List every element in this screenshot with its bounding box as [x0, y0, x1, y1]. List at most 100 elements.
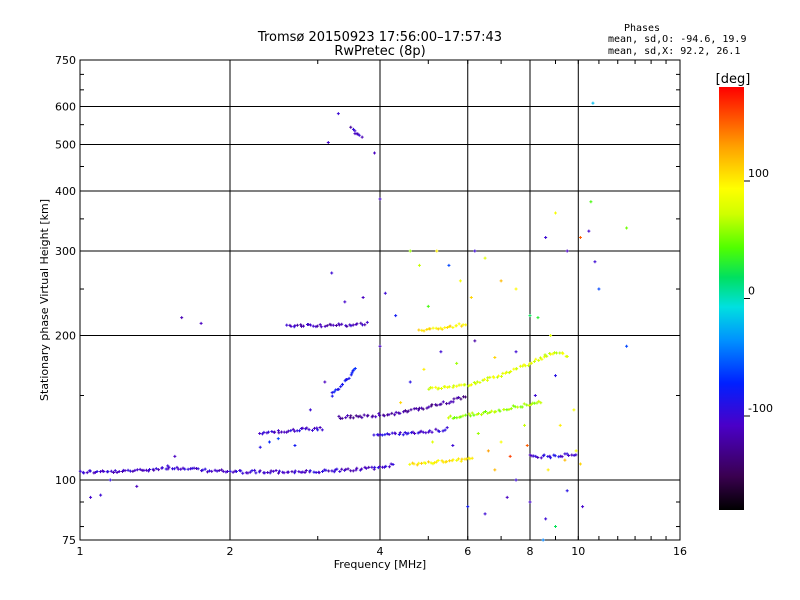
data-point: [528, 314, 532, 318]
data-point: [578, 236, 582, 240]
data-point: [415, 463, 419, 467]
data-point: [289, 324, 293, 328]
data-point: [486, 411, 490, 415]
data-point: [117, 470, 121, 474]
data-point: [417, 328, 421, 332]
data-point: [276, 437, 280, 441]
data-point: [502, 408, 506, 412]
data-point: [448, 414, 452, 418]
data-point: [428, 429, 432, 433]
data-point: [260, 432, 264, 436]
data-point: [508, 454, 512, 458]
data-point: [293, 324, 297, 328]
data-point: [514, 478, 518, 482]
data-point: [458, 279, 462, 283]
data-point: [435, 460, 439, 464]
data-point: [115, 470, 119, 474]
data-point: [93, 471, 97, 475]
data-point: [452, 384, 456, 388]
data-point: [133, 468, 137, 472]
data-point: [290, 470, 294, 474]
data-point: [543, 353, 547, 357]
data-point: [316, 428, 320, 432]
y-axis-label: Stationary phase Virtual Height [km]: [38, 199, 51, 401]
data-point: [572, 408, 576, 412]
data-point: [340, 416, 344, 420]
data-point: [303, 471, 307, 475]
data-point: [367, 465, 371, 469]
y-tick-label: 200: [55, 330, 76, 343]
data-point: [572, 453, 576, 457]
data-point: [451, 458, 455, 462]
data-point: [398, 411, 402, 415]
data-point: [420, 328, 424, 332]
data-point: [463, 395, 467, 399]
x-tick-label: 10: [571, 545, 585, 558]
data-point: [430, 430, 434, 434]
data-point: [285, 430, 289, 434]
data-point: [258, 445, 262, 449]
data-point: [549, 456, 553, 460]
data-point: [298, 429, 302, 433]
data-point: [335, 467, 339, 471]
data-point: [470, 456, 474, 460]
data-point: [126, 468, 130, 472]
data-point: [345, 324, 349, 328]
data-point: [234, 470, 238, 474]
data-point: [346, 414, 350, 418]
data-point: [393, 432, 397, 436]
data-point: [497, 374, 501, 378]
data-point: [390, 431, 394, 435]
data-point: [486, 449, 490, 453]
data-point: [383, 433, 387, 437]
data-point: [297, 470, 301, 474]
data-point: [493, 468, 497, 472]
data-point: [393, 413, 397, 417]
data-point: [309, 323, 313, 327]
data-point: [113, 469, 117, 473]
data-point: [271, 469, 275, 473]
data-point: [330, 394, 334, 398]
data-point: [363, 323, 367, 327]
data-point: [424, 461, 428, 465]
data-point: [565, 452, 569, 456]
data-point: [135, 484, 139, 488]
data-point: [274, 469, 278, 473]
data-point: [553, 454, 557, 458]
data-point: [397, 433, 401, 437]
data-point: [445, 460, 449, 464]
data-point: [301, 470, 305, 474]
data-point: [430, 386, 434, 390]
data-point: [323, 324, 327, 328]
data-point: [324, 468, 328, 472]
data-point: [445, 325, 449, 329]
data-point: [406, 409, 410, 413]
data-point: [536, 316, 540, 320]
data-point: [350, 371, 354, 375]
x-tick-label: 16: [673, 545, 687, 558]
data-point: [337, 414, 341, 418]
data-point: [380, 433, 384, 437]
data-point: [420, 406, 424, 410]
data-point: [148, 468, 152, 472]
data-point: [108, 478, 112, 482]
data-point: [351, 416, 355, 420]
data-point: [454, 324, 458, 328]
data-point: [387, 413, 391, 417]
data-point: [333, 468, 337, 472]
data-point: [574, 453, 578, 457]
data-point: [539, 456, 543, 460]
data-point: [152, 468, 156, 472]
data-point: [387, 432, 391, 436]
data-point: [421, 430, 425, 434]
data-point: [435, 249, 439, 253]
data-point: [536, 455, 540, 459]
data-point: [228, 469, 232, 473]
data-point: [331, 323, 335, 327]
data-point: [625, 226, 629, 230]
data-point: [493, 355, 497, 359]
data-point: [447, 263, 451, 267]
data-point: [349, 373, 353, 377]
data-point: [553, 374, 557, 378]
data-point: [280, 430, 284, 434]
